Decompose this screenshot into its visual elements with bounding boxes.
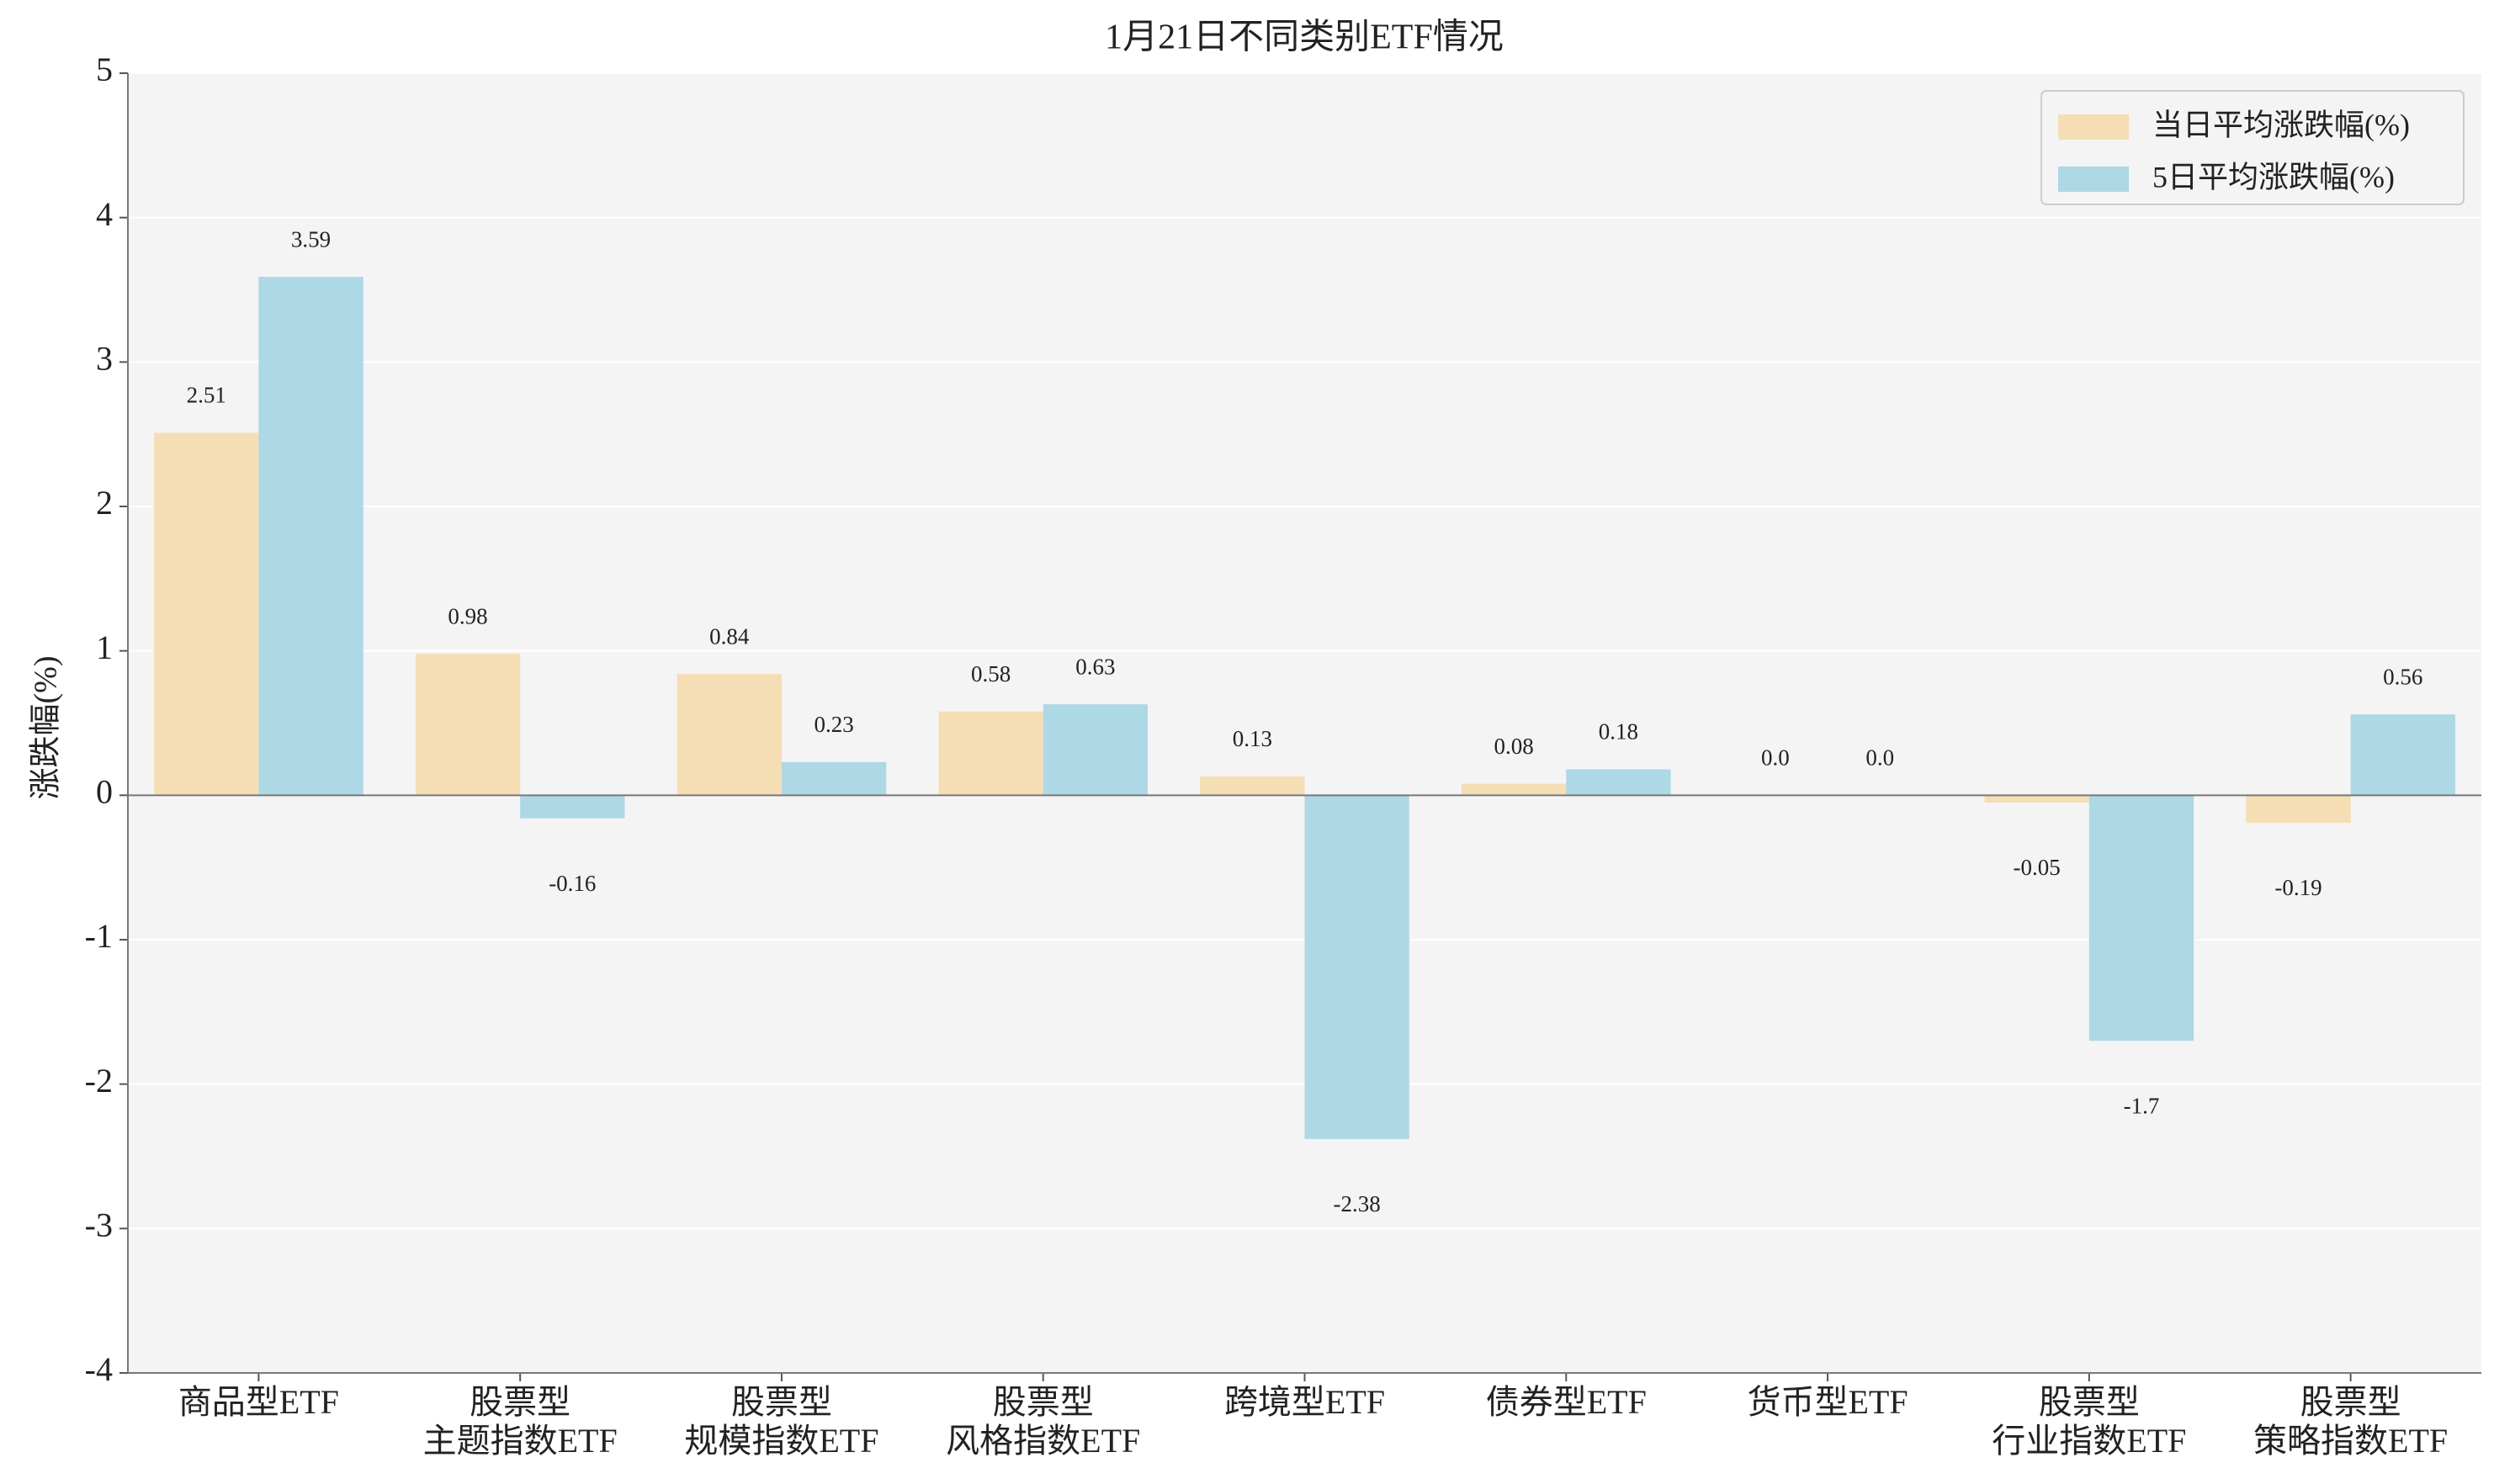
bar	[1984, 795, 2089, 803]
chart-title: 1月21日不同类别ETF情况	[1105, 19, 1504, 57]
y-tick-label: 5	[96, 50, 113, 88]
bar	[1200, 776, 1305, 796]
value-label: 0.0	[1865, 745, 1894, 771]
value-label: 0.63	[1075, 654, 1115, 679]
bar	[2350, 714, 2455, 796]
value-label: 0.0	[1761, 745, 1790, 771]
x-tick-label: 股票型 规模指数ETF	[684, 1383, 879, 1460]
value-label: -0.05	[2014, 855, 2061, 880]
value-label: 0.13	[1233, 726, 1272, 751]
value-label: 0.18	[1599, 719, 1638, 745]
y-axis-label: 涨跌幅(%)	[29, 656, 64, 800]
bar	[1043, 704, 1149, 796]
value-label: -0.19	[2274, 875, 2322, 900]
bar	[258, 277, 363, 796]
legend-swatch	[2058, 167, 2129, 192]
value-label: -0.16	[549, 871, 596, 896]
y-tick-label: 0	[96, 773, 113, 811]
bar	[781, 761, 887, 796]
x-tick-label: 货币型ETF	[1747, 1383, 1908, 1421]
bar	[1461, 783, 1567, 796]
x-tick-label: 股票型 风格指数ETF	[946, 1383, 1141, 1460]
value-label: 0.98	[448, 603, 487, 628]
y-tick-label: -1	[85, 917, 113, 955]
value-label: 2.51	[187, 383, 226, 408]
legend-box	[2040, 90, 2465, 205]
y-tick-label: -3	[85, 1206, 113, 1244]
y-tick-label: -2	[85, 1062, 113, 1100]
y-tick-label: 4	[96, 195, 113, 233]
bar	[2246, 795, 2351, 823]
bar	[2088, 795, 2194, 1041]
legend: 当日平均涨跌幅(%) 5日平均涨跌幅(%)	[2040, 90, 2465, 205]
value-label: -2.38	[1334, 1191, 1381, 1216]
bar	[1304, 795, 1409, 1139]
bar	[677, 674, 782, 796]
bar	[520, 795, 625, 819]
value-label: -1.7	[2124, 1093, 2160, 1118]
x-tick-label: 股票型 策略指数ETF	[2253, 1383, 2449, 1460]
x-tick-label: 商品型ETF	[178, 1383, 339, 1421]
y-tick-label: 1	[96, 628, 113, 666]
bar	[1566, 769, 1671, 796]
value-label: 0.58	[971, 661, 1011, 686]
value-label: 0.08	[1494, 734, 1533, 759]
legend-swatch	[2058, 114, 2129, 140]
value-label: 3.59	[291, 226, 331, 252]
x-tick-label: 股票型 行业指数ETF	[1992, 1383, 2187, 1460]
value-label: 0.84	[709, 623, 750, 649]
y-tick-label: 2	[96, 484, 113, 522]
value-label: 0.23	[814, 712, 853, 737]
bar	[154, 432, 259, 796]
value-label: 0.56	[2383, 664, 2422, 689]
x-tick-label: 股票型 主题指数ETF	[422, 1383, 618, 1460]
y-tick-label: 3	[96, 340, 113, 378]
y-tick-label: -4	[85, 1350, 113, 1388]
x-tick-label: 债券型ETF	[1485, 1383, 1647, 1421]
legend-label: 5日平均涨跌幅(%)	[2152, 160, 2395, 193]
x-tick-label: 跨境型ETF	[1223, 1383, 1386, 1421]
bar	[938, 711, 1043, 796]
legend-label: 当日平均涨跌幅(%)	[2152, 108, 2410, 141]
bar	[415, 654, 521, 796]
